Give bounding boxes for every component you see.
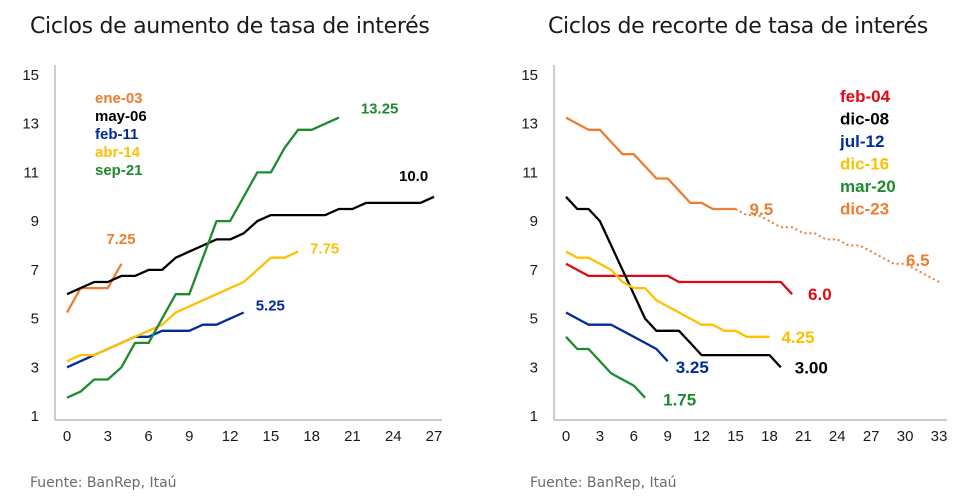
- end-value-label-abr-14: 7.75: [310, 241, 339, 258]
- y-tick-label: 9: [530, 213, 538, 230]
- x-tick-label: 18: [303, 428, 320, 445]
- y-tick-label: 1: [31, 408, 39, 425]
- x-tick-label: 15: [263, 428, 280, 445]
- end-value-label-sep-21: 13.25: [361, 101, 399, 118]
- series-line-sep-21: [66, 116, 340, 399]
- x-tick-label: 9: [185, 428, 193, 445]
- rate-cut-cycles-chart: 15 13 11 9 7 5 3 1 0 3 6 9 12 15 18 21 24 27 30 33 6.0 feb-04…: [521, 65, 948, 445]
- x-tick-label: 0: [63, 428, 71, 445]
- y-tick-label: 13: [521, 116, 538, 133]
- x-tick-label: 12: [693, 428, 710, 445]
- x-tick-label: 3: [104, 428, 112, 445]
- legend-entry-feb-04: feb-04: [840, 87, 891, 106]
- end-value-label-jul-12: 3.25: [676, 358, 709, 377]
- legend-entry-may-06: may-06: [95, 108, 147, 125]
- y-tick-label: 15: [22, 67, 39, 84]
- y-tick-label: 11: [522, 164, 538, 181]
- y-tick-label: 5: [530, 311, 538, 328]
- x-tick-label: 21: [795, 428, 812, 445]
- x-tick-label: 3: [596, 428, 604, 445]
- source-note-right: Fuente: BanRep, Itaú: [530, 475, 677, 491]
- series-line-dic-23-projection: [735, 208, 940, 283]
- y-tick-label: 3: [31, 359, 39, 376]
- end-value-label-dic-16: 4.25: [781, 328, 814, 347]
- end-value-label-may-06: 10.0: [399, 168, 428, 185]
- x-tick-label: 18: [761, 428, 778, 445]
- y-tick-label: 3: [530, 359, 538, 376]
- x-tick-label: 6: [144, 428, 152, 445]
- legend-entry-abr-14: abr-14: [95, 144, 141, 161]
- legend-entry-sep-21: sep-21: [95, 162, 143, 179]
- series-line-abr-14: [66, 250, 299, 363]
- legend-entry-feb-11: feb-11: [95, 126, 138, 143]
- series-line-mar-20: [565, 336, 646, 399]
- x-tick-label: 12: [222, 428, 239, 445]
- y-tick-label: 13: [22, 116, 39, 133]
- y-tick-label: 7: [31, 262, 39, 279]
- y-tick-label: 11: [23, 164, 39, 181]
- legend-entry-dic-16: dic-16: [840, 155, 889, 174]
- x-tick-label: 15: [727, 428, 744, 445]
- x-tick-label: 24: [829, 428, 846, 445]
- legend-entry-dic-23: dic-23: [840, 200, 889, 219]
- source-note-left: Fuente: BanRep, Itaú: [30, 475, 177, 491]
- legend-entry-ene-03: ene-03: [95, 90, 143, 107]
- x-tick-label: 21: [344, 428, 361, 445]
- end-value-label-feb-11: 5.25: [256, 297, 285, 314]
- y-tick-label: 7: [530, 262, 538, 279]
- x-tick-label: 0: [562, 428, 570, 445]
- x-tick-label: 30: [897, 428, 914, 445]
- y-tick-label: 5: [31, 311, 39, 328]
- legend-entry-mar-20: mar-20: [840, 177, 896, 196]
- x-tick-label: 33: [931, 428, 948, 445]
- end-value-label-dic-23: 9.5: [750, 200, 774, 219]
- end-value-label-dic-08: 3.00: [795, 358, 828, 377]
- y-tick-label: 15: [521, 67, 538, 84]
- rate-hike-cycles-chart: 15 13 11 9 7 5 3 1 0 3 6 9 12 15 18 21 24 27 7.25 ene-03 10.…: [22, 65, 443, 445]
- end-value-label-mar-20: 1.75: [663, 391, 696, 410]
- x-tick-label: 6: [630, 428, 638, 445]
- chart-title-left: Ciclos de aumento de tasa de interés: [30, 14, 430, 39]
- end-value-label-dic-23: 6.5: [906, 251, 930, 270]
- x-tick-label: 27: [426, 428, 443, 445]
- series-line-dic-23: [565, 116, 736, 211]
- end-value-label-feb-04: 6.0: [808, 285, 832, 304]
- series-line-dic-16: [565, 250, 770, 338]
- y-tick-label: 1: [530, 408, 538, 425]
- end-value-label-ene-03: 7.25: [106, 231, 135, 248]
- series-line-jul-12: [565, 311, 669, 362]
- chart-title-right: Ciclos de recorte de tasa de interés: [548, 14, 928, 39]
- series-line-may-06: [66, 195, 435, 296]
- x-tick-label: 9: [664, 428, 672, 445]
- series-line-dic-08: [565, 196, 782, 369]
- x-tick-label: 27: [863, 428, 880, 445]
- legend-entry-dic-08: dic-08: [840, 110, 889, 129]
- x-tick-label: 24: [385, 428, 402, 445]
- series-line-feb-04: [565, 262, 793, 295]
- y-tick-label: 9: [31, 213, 39, 230]
- legend-entry-jul-12: jul-12: [839, 132, 884, 151]
